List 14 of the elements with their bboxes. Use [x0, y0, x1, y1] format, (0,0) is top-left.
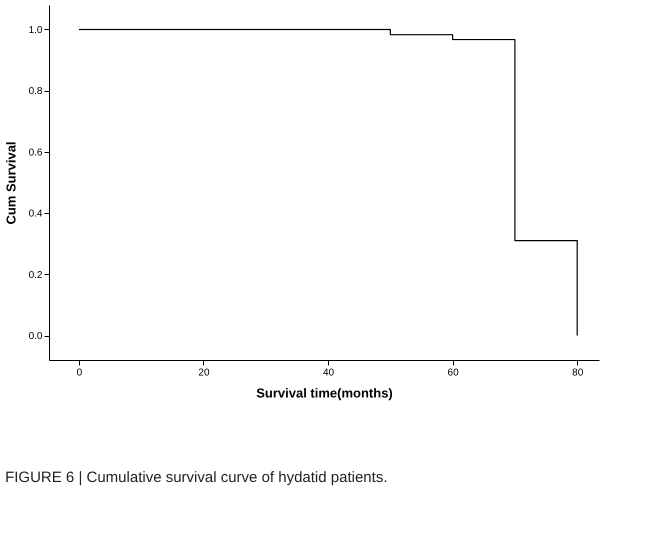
x-tick-label: 80 — [572, 368, 584, 378]
y-tick-label: 0.6 — [28, 147, 43, 158]
x-tick-label: 0 — [76, 368, 83, 378]
y-tick-label: 0.2 — [28, 270, 43, 281]
y-tick-label: 1.0 — [28, 24, 43, 36]
x-tick-label: 20 — [198, 368, 210, 378]
caption: FIGURE 6 | Cumulative survival curve of hydatid patients. — [5, 469, 388, 486]
y-tick-label: 0.4 — [28, 208, 43, 220]
y-axis-title: Cum Survival — [4, 141, 19, 225]
x-tick-label: 40 — [322, 368, 335, 378]
x-tick-label: 60 — [448, 368, 460, 378]
y-tick-label: 0.8 — [28, 86, 43, 98]
y-tick-label: 0.0 — [28, 331, 43, 342]
x-axis-title: Survival time(months) — [256, 386, 393, 400]
